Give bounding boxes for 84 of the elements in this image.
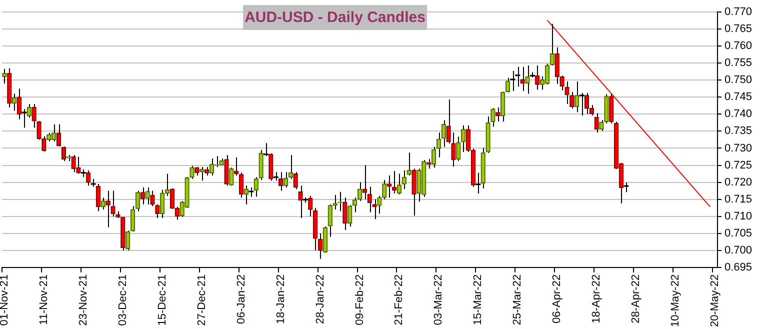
candlestick: [106, 190, 110, 228]
candlestick: [406, 152, 412, 176]
y-tick-label: 0.730: [724, 142, 752, 154]
candlestick: [2, 68, 7, 84]
y-tick-label: 0.760: [724, 40, 752, 52]
candlestick: [56, 124, 62, 148]
candlestick: [135, 190, 140, 212]
candlestick: [461, 124, 466, 152]
y-tick-label: 0.755: [724, 57, 752, 70]
candlestick: [200, 166, 204, 182]
candlestick: [140, 186, 145, 205]
x-tick-label: 18-Apr-22: [590, 274, 603, 324]
candlestick: [96, 183, 101, 212]
y-tick-label: 0.700: [724, 244, 752, 256]
x-tick-label: 25-Mar-22: [512, 274, 524, 326]
candlestick: [322, 226, 328, 254]
candlestick: [234, 156, 239, 176]
y-tick-label: 0.735: [724, 125, 752, 138]
x-tick-label: 23-Nov-21: [77, 274, 90, 326]
candlestick: [238, 172, 244, 198]
candlestick: [224, 154, 229, 186]
x-tick-label: 10-May-22: [670, 274, 682, 327]
x-tick-label: 18-Jan-22: [274, 274, 287, 324]
candlestick: [382, 179, 387, 200]
candlestick: [456, 136, 461, 162]
candlestick: [550, 23, 555, 66]
x-tick-label: 27-Dec-21: [196, 274, 208, 326]
candlestick: [32, 103, 36, 128]
candlestick: [392, 170, 397, 194]
y-tick-label: 0.715: [724, 193, 752, 206]
candlestick: [396, 173, 402, 195]
candlestick: [209, 158, 214, 176]
candlestick: [520, 66, 525, 92]
y-tick-label: 0.695: [724, 261, 752, 274]
x-tick-label: 15-Dec-21: [156, 274, 168, 326]
candlestick: [254, 176, 258, 198]
candlestick: [446, 99, 451, 144]
y-tick-label: 0.710: [724, 210, 752, 222]
y-tick-label: 0.745: [724, 91, 752, 104]
x-tick-label: 11-Nov-21: [38, 274, 50, 325]
y-tick-label: 0.750: [724, 74, 752, 86]
candlestick: [594, 112, 599, 134]
candlestick: [490, 108, 496, 128]
x-tick-label: 09-Feb-22: [354, 274, 366, 326]
x-tick-label: 15-Mar-22: [472, 274, 484, 326]
candlestick: [145, 186, 150, 205]
y-tick-label: 0.705: [724, 227, 752, 240]
candlestick: [496, 106, 500, 122]
candlestick: [402, 170, 406, 190]
x-tick-label: 28-Jan-22: [314, 274, 326, 324]
candlestick: [318, 232, 323, 260]
candlestick: [412, 168, 416, 216]
candlestick: [387, 174, 392, 198]
candlestick: [451, 132, 456, 168]
x-tick-label: 06-Jan-22: [235, 274, 248, 324]
x-tick-label: 03-Dec-21: [116, 274, 129, 326]
candlestick: [12, 93, 17, 112]
chart-title: AUD-USD - Daily Candles: [243, 5, 427, 30]
x-tick-label: 06-Apr-22: [551, 274, 564, 324]
candlestick: [150, 190, 155, 207]
candlestick: [570, 92, 574, 109]
candlestick: [155, 204, 160, 219]
candlestick: [332, 194, 338, 210]
candlestick: [51, 124, 56, 142]
candlestick: [190, 165, 194, 180]
y-tick-label: 0.765: [724, 23, 752, 36]
candlestick: [328, 204, 332, 238]
y-tick-label: 0.740: [724, 108, 752, 120]
x-tick-label: 20-May-22: [709, 274, 722, 327]
candlestick: [609, 94, 614, 124]
x-tick-label: 21-Feb-22: [393, 274, 406, 326]
candlestick: [342, 197, 348, 230]
y-tick-label: 0.770: [724, 6, 752, 18]
candlestick: [110, 190, 116, 217]
candlestick: [61, 146, 66, 162]
candlestick: [283, 172, 288, 188]
candlestick: [564, 80, 570, 104]
x-tick-label: 01-Nov-21: [0, 274, 10, 326]
x-tick-label: 28-Apr-22: [630, 274, 642, 324]
y-tick-label: 0.725: [724, 159, 752, 172]
candlestick: [278, 172, 284, 192]
y-tick-label: 0.720: [724, 176, 752, 188]
x-tick-label: 03-Mar-22: [432, 274, 445, 326]
candlestick: [100, 197, 106, 210]
